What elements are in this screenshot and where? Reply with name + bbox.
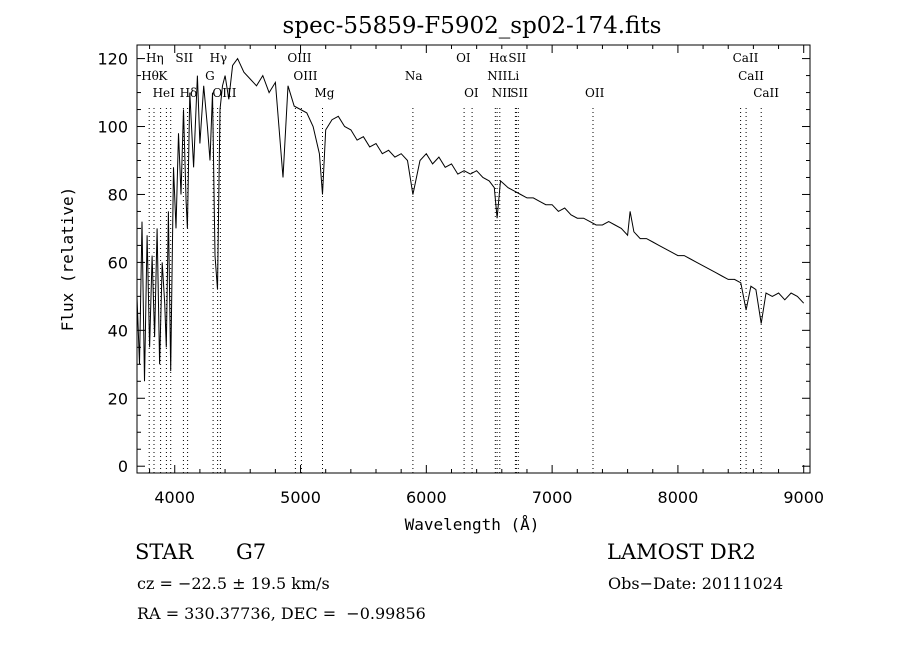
line-label-9: OIII	[287, 51, 311, 65]
y-tick-label-5: 100	[97, 118, 128, 137]
x-tick-label-5: 9000	[783, 488, 824, 507]
x-ticks: 4000 5000 6000 7000 8000 9000	[149, 45, 824, 507]
line-label-18: Li	[507, 69, 519, 83]
y-ticks: 0 20 40 60 80 100 120	[97, 50, 810, 476]
line-label-20: SII	[510, 86, 528, 100]
obs-date-text: Obs−Date: 20111024	[608, 574, 784, 593]
y-tick-label-6: 120	[97, 50, 128, 69]
y-tick-label-4: 80	[108, 185, 128, 204]
line-label-0: Hη	[146, 51, 164, 65]
line-label-3: HeI	[153, 86, 176, 100]
line-label-10: OIII	[293, 69, 317, 83]
line-label-12: Na	[405, 69, 423, 83]
x-tick-label-0: 4000	[154, 488, 195, 507]
line-label-11: Mg	[315, 86, 335, 100]
line-label-7: G	[205, 69, 215, 83]
y-tick-label-1: 20	[108, 389, 128, 408]
line-label-23: CaII	[738, 69, 764, 83]
y-tick-label-2: 40	[108, 321, 128, 340]
object-class: STAR	[135, 540, 194, 564]
redshift-text: cz = −22.5 ± 19.5 km/s	[137, 574, 330, 593]
line-label-22: CaII	[733, 51, 759, 65]
line-label-21: OII	[585, 86, 605, 100]
line-label-1: Hθ	[141, 69, 159, 83]
x-tick-label-4: 8000	[658, 488, 699, 507]
chart-title: spec-55859-F5902_sp02-174.fits	[283, 13, 662, 39]
spectrum-line	[136, 57, 805, 382]
line-label-15: Hα	[489, 51, 508, 65]
survey-name: LAMOST DR2	[607, 540, 756, 564]
line-label-5: Hδ	[180, 86, 198, 100]
line-label-2: K	[158, 69, 168, 83]
y-tick-label-3: 60	[108, 253, 128, 272]
x-axis-label: Wavelength (Å)	[405, 515, 540, 534]
line-marker-group	[148, 108, 762, 473]
line-label-14: OI	[464, 86, 479, 100]
y-axis-label: Flux (relative)	[58, 187, 77, 332]
y-tick-label-0: 0	[118, 457, 128, 476]
x-tick-label-2: 6000	[406, 488, 447, 507]
spectral-subclass: G7	[236, 540, 267, 564]
line-label-8: OIII	[212, 86, 236, 100]
plot-frame	[136, 44, 811, 474]
x-tick-label-3: 7000	[532, 488, 573, 507]
line-label-6: Hγ	[210, 51, 228, 65]
line-label-13: OI	[456, 51, 471, 65]
x-tick-label-1: 5000	[280, 488, 321, 507]
line-label-4: SII	[175, 51, 193, 65]
line-label-24: CaII	[753, 86, 779, 100]
line-label-17: NII	[487, 69, 507, 83]
line-label-19: NII	[492, 86, 512, 100]
line-label-16: SII	[508, 51, 526, 65]
coordinates-text: RA = 330.37736, DEC = −0.99856	[137, 604, 426, 623]
